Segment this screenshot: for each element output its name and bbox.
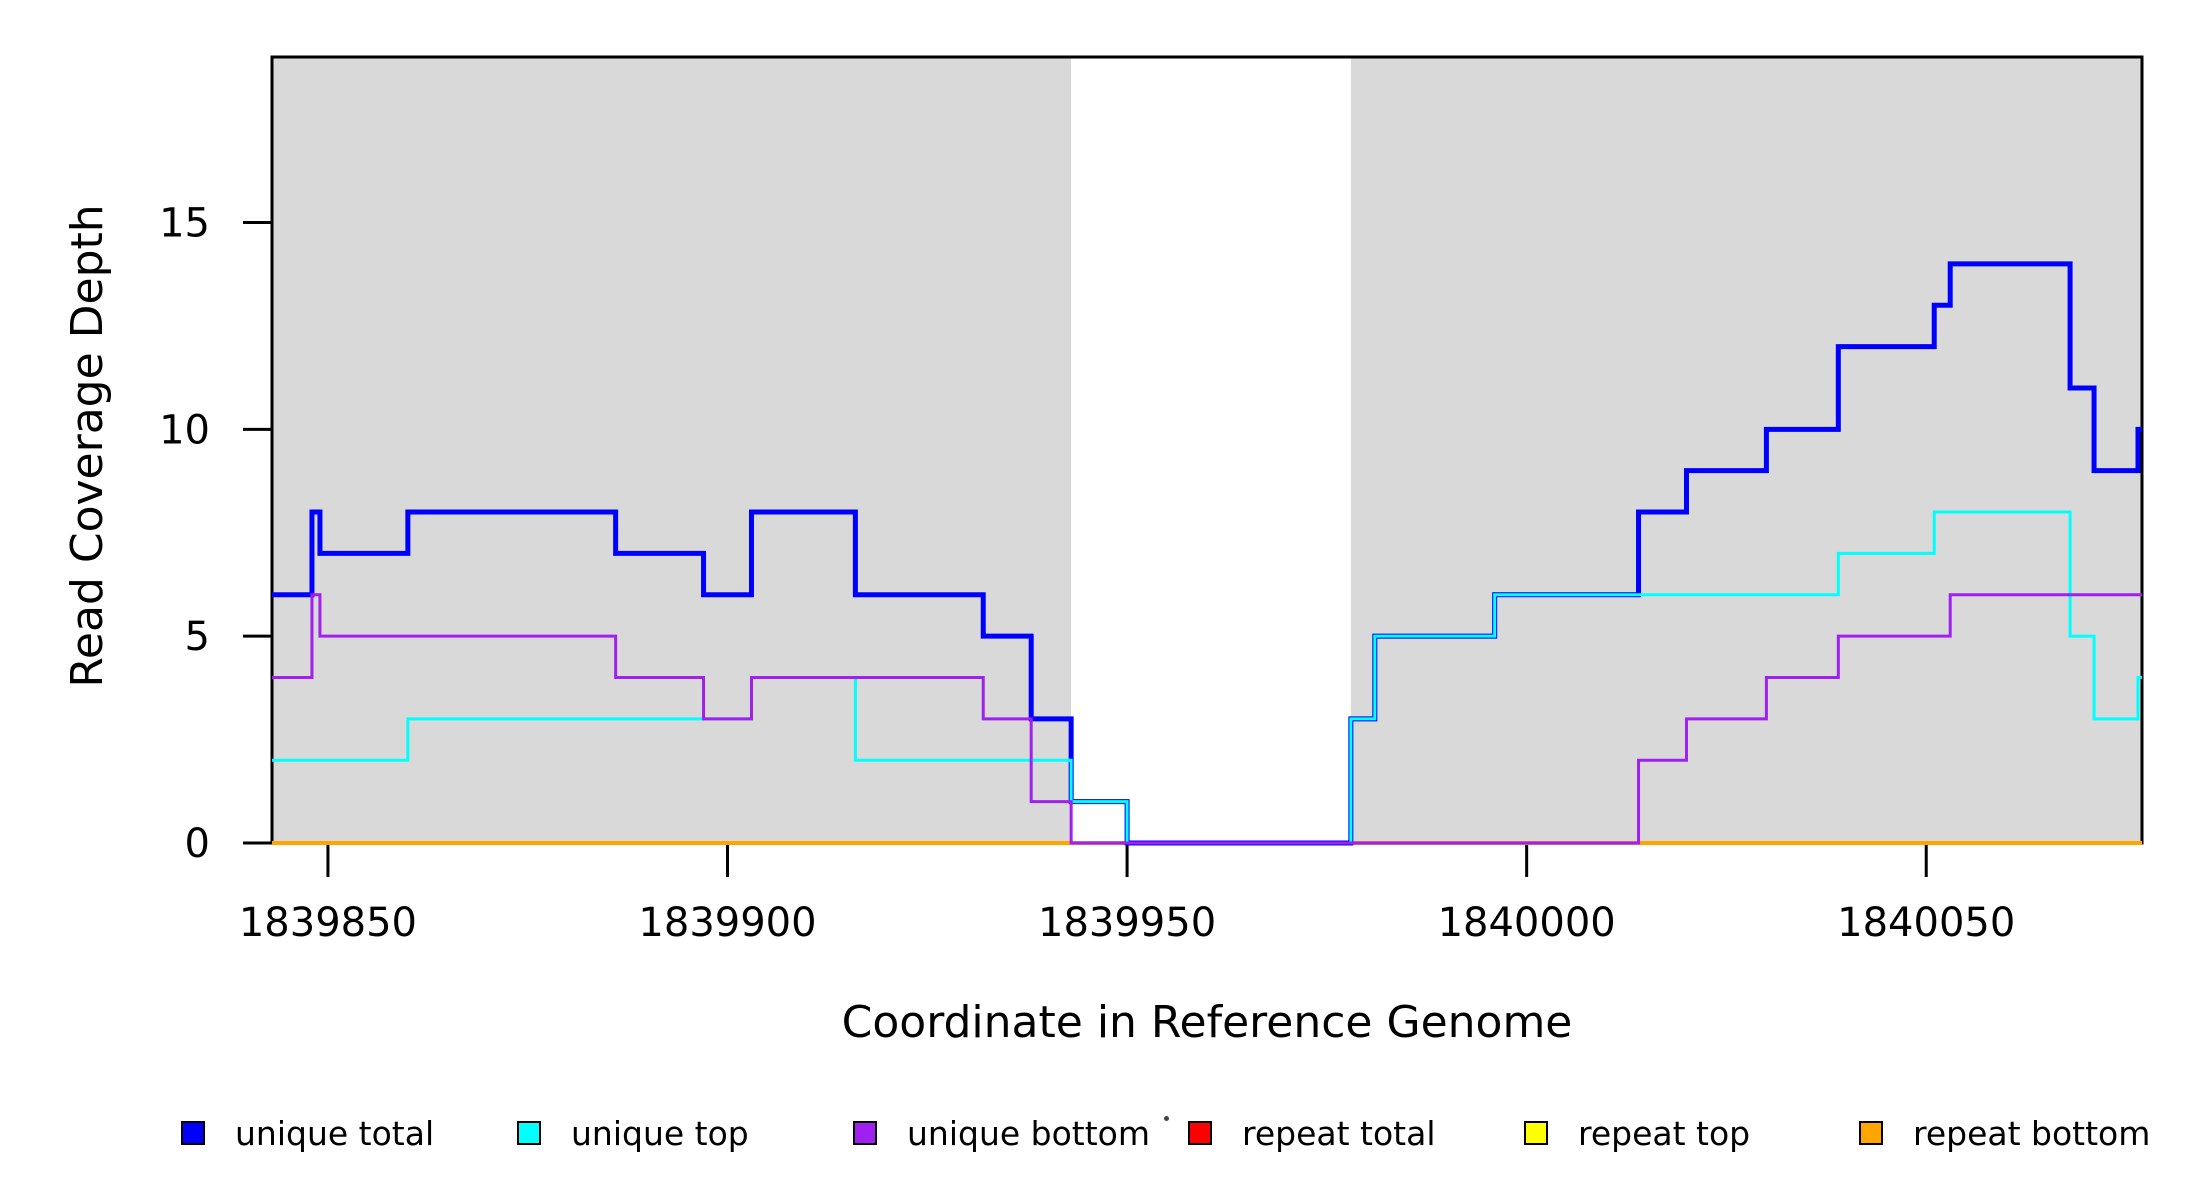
x-tick-label: 1840000 bbox=[1438, 900, 1616, 946]
legend-swatch-icon bbox=[853, 1121, 877, 1145]
x-axis-title: Coordinate in Reference Genome bbox=[841, 997, 1573, 1048]
legend-swatch-icon bbox=[1859, 1121, 1883, 1145]
legend-swatch-icon bbox=[1524, 1121, 1548, 1145]
legend-item-label: unique bottom bbox=[907, 1113, 1151, 1153]
x-tick-label: 1839900 bbox=[638, 900, 816, 946]
stray-dot bbox=[1164, 1116, 1169, 1121]
legend-swatch-icon bbox=[517, 1121, 541, 1145]
legend-item-unique-total: unique total bbox=[181, 1110, 434, 1156]
y-tick-label: 0 bbox=[185, 821, 210, 867]
y-tick-label: 15 bbox=[159, 200, 210, 246]
y-tick-label: 10 bbox=[159, 407, 210, 453]
legend-item-repeat-top: repeat top bbox=[1524, 1110, 1750, 1156]
legend-item-label: repeat bottom bbox=[1913, 1113, 2151, 1153]
legend-item-label: unique total bbox=[235, 1113, 435, 1153]
legend-item-repeat-total: repeat total bbox=[1188, 1110, 1436, 1156]
shaded-region-0 bbox=[272, 57, 1072, 843]
legend-item-unique-bottom: unique bottom bbox=[853, 1110, 1150, 1156]
x-tick-label: 1840050 bbox=[1837, 900, 2015, 946]
legend-item-unique-top: unique top bbox=[517, 1110, 749, 1156]
legend-swatch-icon bbox=[1188, 1121, 1212, 1145]
x-tick-label: 1839850 bbox=[239, 900, 417, 946]
y-axis-title: Read Coverage Depth bbox=[61, 204, 113, 688]
x-tick-label: 1839950 bbox=[1038, 900, 1216, 946]
series-unique-bottom bbox=[272, 593, 2142, 845]
legend-item-label: unique top bbox=[571, 1113, 749, 1153]
legend-swatch-icon bbox=[181, 1121, 205, 1145]
legend-item-label: repeat top bbox=[1578, 1113, 1751, 1153]
legend-item-label: repeat total bbox=[1242, 1113, 1436, 1153]
y-tick-label: 5 bbox=[185, 614, 210, 660]
legend-item-repeat-bottom: repeat bottom bbox=[1859, 1110, 2150, 1156]
shaded-region-1 bbox=[1350, 57, 2142, 843]
